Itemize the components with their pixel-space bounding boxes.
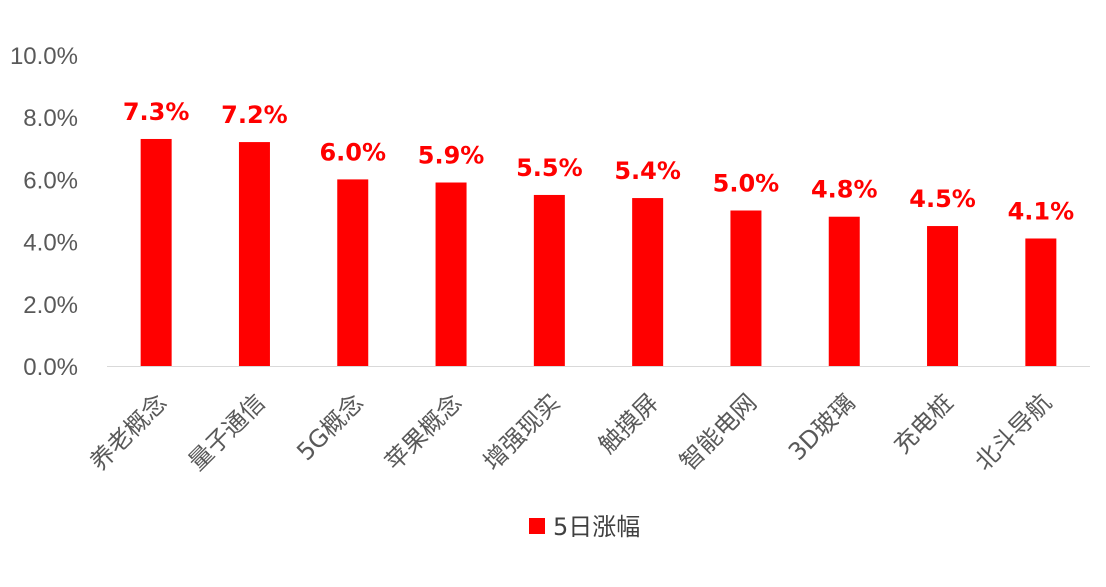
data-label: 7.3%	[123, 98, 190, 126]
data-label: 6.0%	[319, 138, 386, 166]
category-labels: 养老概念 量子通信 5G概念 苹果概念 增强现实 触摸屏 智能电网 3D玻璃 充电桩 北斗导航	[85, 388, 1057, 476]
bar	[435, 182, 467, 366]
legend: 5日涨幅	[529, 513, 640, 541]
bar	[533, 194, 565, 366]
data-labels: 7.3% 7.2% 6.0% 5.9% 5.5% 5.4% 5.0% 4.8% 4.5% 4.1%	[123, 98, 1074, 226]
legend-swatch	[529, 518, 545, 534]
category-label: 量子通信	[183, 388, 271, 476]
bar	[337, 179, 369, 366]
data-label: 4.8%	[811, 176, 878, 204]
category-label: 智能电网	[675, 388, 763, 476]
y-tick-label: 2.0%	[23, 292, 78, 319]
bar	[1025, 238, 1057, 366]
y-tick-label: 6.0%	[23, 167, 78, 194]
bar	[632, 198, 664, 366]
category-label: 养老概念	[85, 388, 173, 476]
data-label: 5.9%	[418, 142, 485, 170]
y-tick-label: 4.0%	[23, 230, 78, 257]
data-label: 5.0%	[713, 170, 780, 198]
y-axis-ticks: 0.0% 2.0% 4.0% 6.0% 8.0% 10.0%	[10, 43, 78, 381]
legend-label: 5日涨幅	[553, 513, 640, 541]
data-label: 7.2%	[221, 101, 288, 129]
category-label: 增强现实	[478, 388, 566, 476]
bars	[140, 138, 1057, 366]
category-label: 5G概念	[291, 388, 369, 466]
category-label: 充电桩	[888, 388, 959, 459]
data-label: 4.1%	[1008, 197, 1075, 225]
category-label: 苹果概念	[380, 388, 468, 476]
data-label: 5.4%	[614, 157, 681, 185]
category-label: 3D玻璃	[783, 388, 861, 466]
bar	[238, 142, 270, 366]
y-tick-label: 8.0%	[23, 105, 78, 132]
bar	[828, 216, 860, 366]
y-tick-label: 0.0%	[23, 354, 78, 381]
category-label: 触摸屏	[593, 388, 664, 459]
y-tick-label: 10.0%	[10, 43, 78, 70]
data-label: 4.5%	[909, 185, 976, 213]
category-label: 北斗导航	[969, 388, 1057, 476]
bar	[140, 138, 172, 366]
bar	[730, 210, 762, 366]
bar	[927, 226, 959, 366]
data-label: 5.5%	[516, 154, 583, 182]
